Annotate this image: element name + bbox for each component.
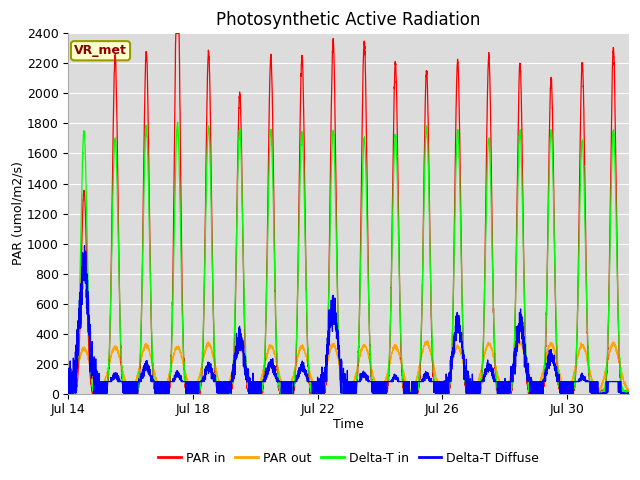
Text: VR_met: VR_met <box>74 44 127 57</box>
Delta-T in <box>398 365 406 371</box>
Delta-T Diffuse <box>398 379 406 384</box>
Delta-T Diffuse <box>88 361 95 367</box>
Line: PAR in: PAR in <box>68 34 629 394</box>
Delta-T Diffuse <box>81 243 88 249</box>
PAR in <box>398 372 406 378</box>
PAR in <box>65 391 72 396</box>
Delta-T in <box>625 391 633 396</box>
Delta-T in <box>65 390 72 396</box>
Delta-T in <box>168 324 176 329</box>
PAR out <box>253 388 260 394</box>
PAR in <box>172 31 180 36</box>
Legend: PAR in, PAR out, Delta-T in, Delta-T Diffuse: PAR in, PAR out, Delta-T in, Delta-T Dif… <box>154 447 544 469</box>
Y-axis label: PAR (umol/m2/s): PAR (umol/m2/s) <box>11 162 24 265</box>
Delta-T Diffuse <box>168 379 176 384</box>
Line: Delta-T in: Delta-T in <box>68 122 629 394</box>
PAR out <box>87 369 95 374</box>
PAR in <box>625 391 633 396</box>
Delta-T in <box>88 373 95 379</box>
PAR out <box>65 388 72 394</box>
Delta-T Diffuse <box>165 379 173 384</box>
PAR out <box>619 373 627 379</box>
PAR out <box>625 389 633 395</box>
Delta-T Diffuse <box>253 391 260 396</box>
Line: PAR out: PAR out <box>68 341 629 394</box>
Title: Photosynthetic Active Radiation: Photosynthetic Active Radiation <box>216 11 481 29</box>
Delta-T Diffuse <box>619 390 627 396</box>
Delta-T Diffuse <box>625 391 633 396</box>
PAR in <box>168 320 176 325</box>
X-axis label: Time: Time <box>333 418 364 431</box>
PAR in <box>88 383 95 389</box>
PAR in <box>619 391 627 396</box>
PAR out <box>168 359 176 364</box>
Line: Delta-T Diffuse: Delta-T Diffuse <box>68 246 629 394</box>
PAR out <box>95 391 103 396</box>
PAR out <box>424 338 431 344</box>
Delta-T in <box>253 388 260 394</box>
PAR in <box>253 391 260 396</box>
PAR out <box>398 364 406 370</box>
Delta-T in <box>619 388 627 394</box>
PAR in <box>65 390 72 396</box>
Delta-T in <box>65 391 72 396</box>
Delta-T in <box>174 119 182 125</box>
Delta-T Diffuse <box>65 391 72 396</box>
PAR out <box>165 372 173 377</box>
PAR in <box>165 391 173 396</box>
Delta-T in <box>165 385 173 391</box>
